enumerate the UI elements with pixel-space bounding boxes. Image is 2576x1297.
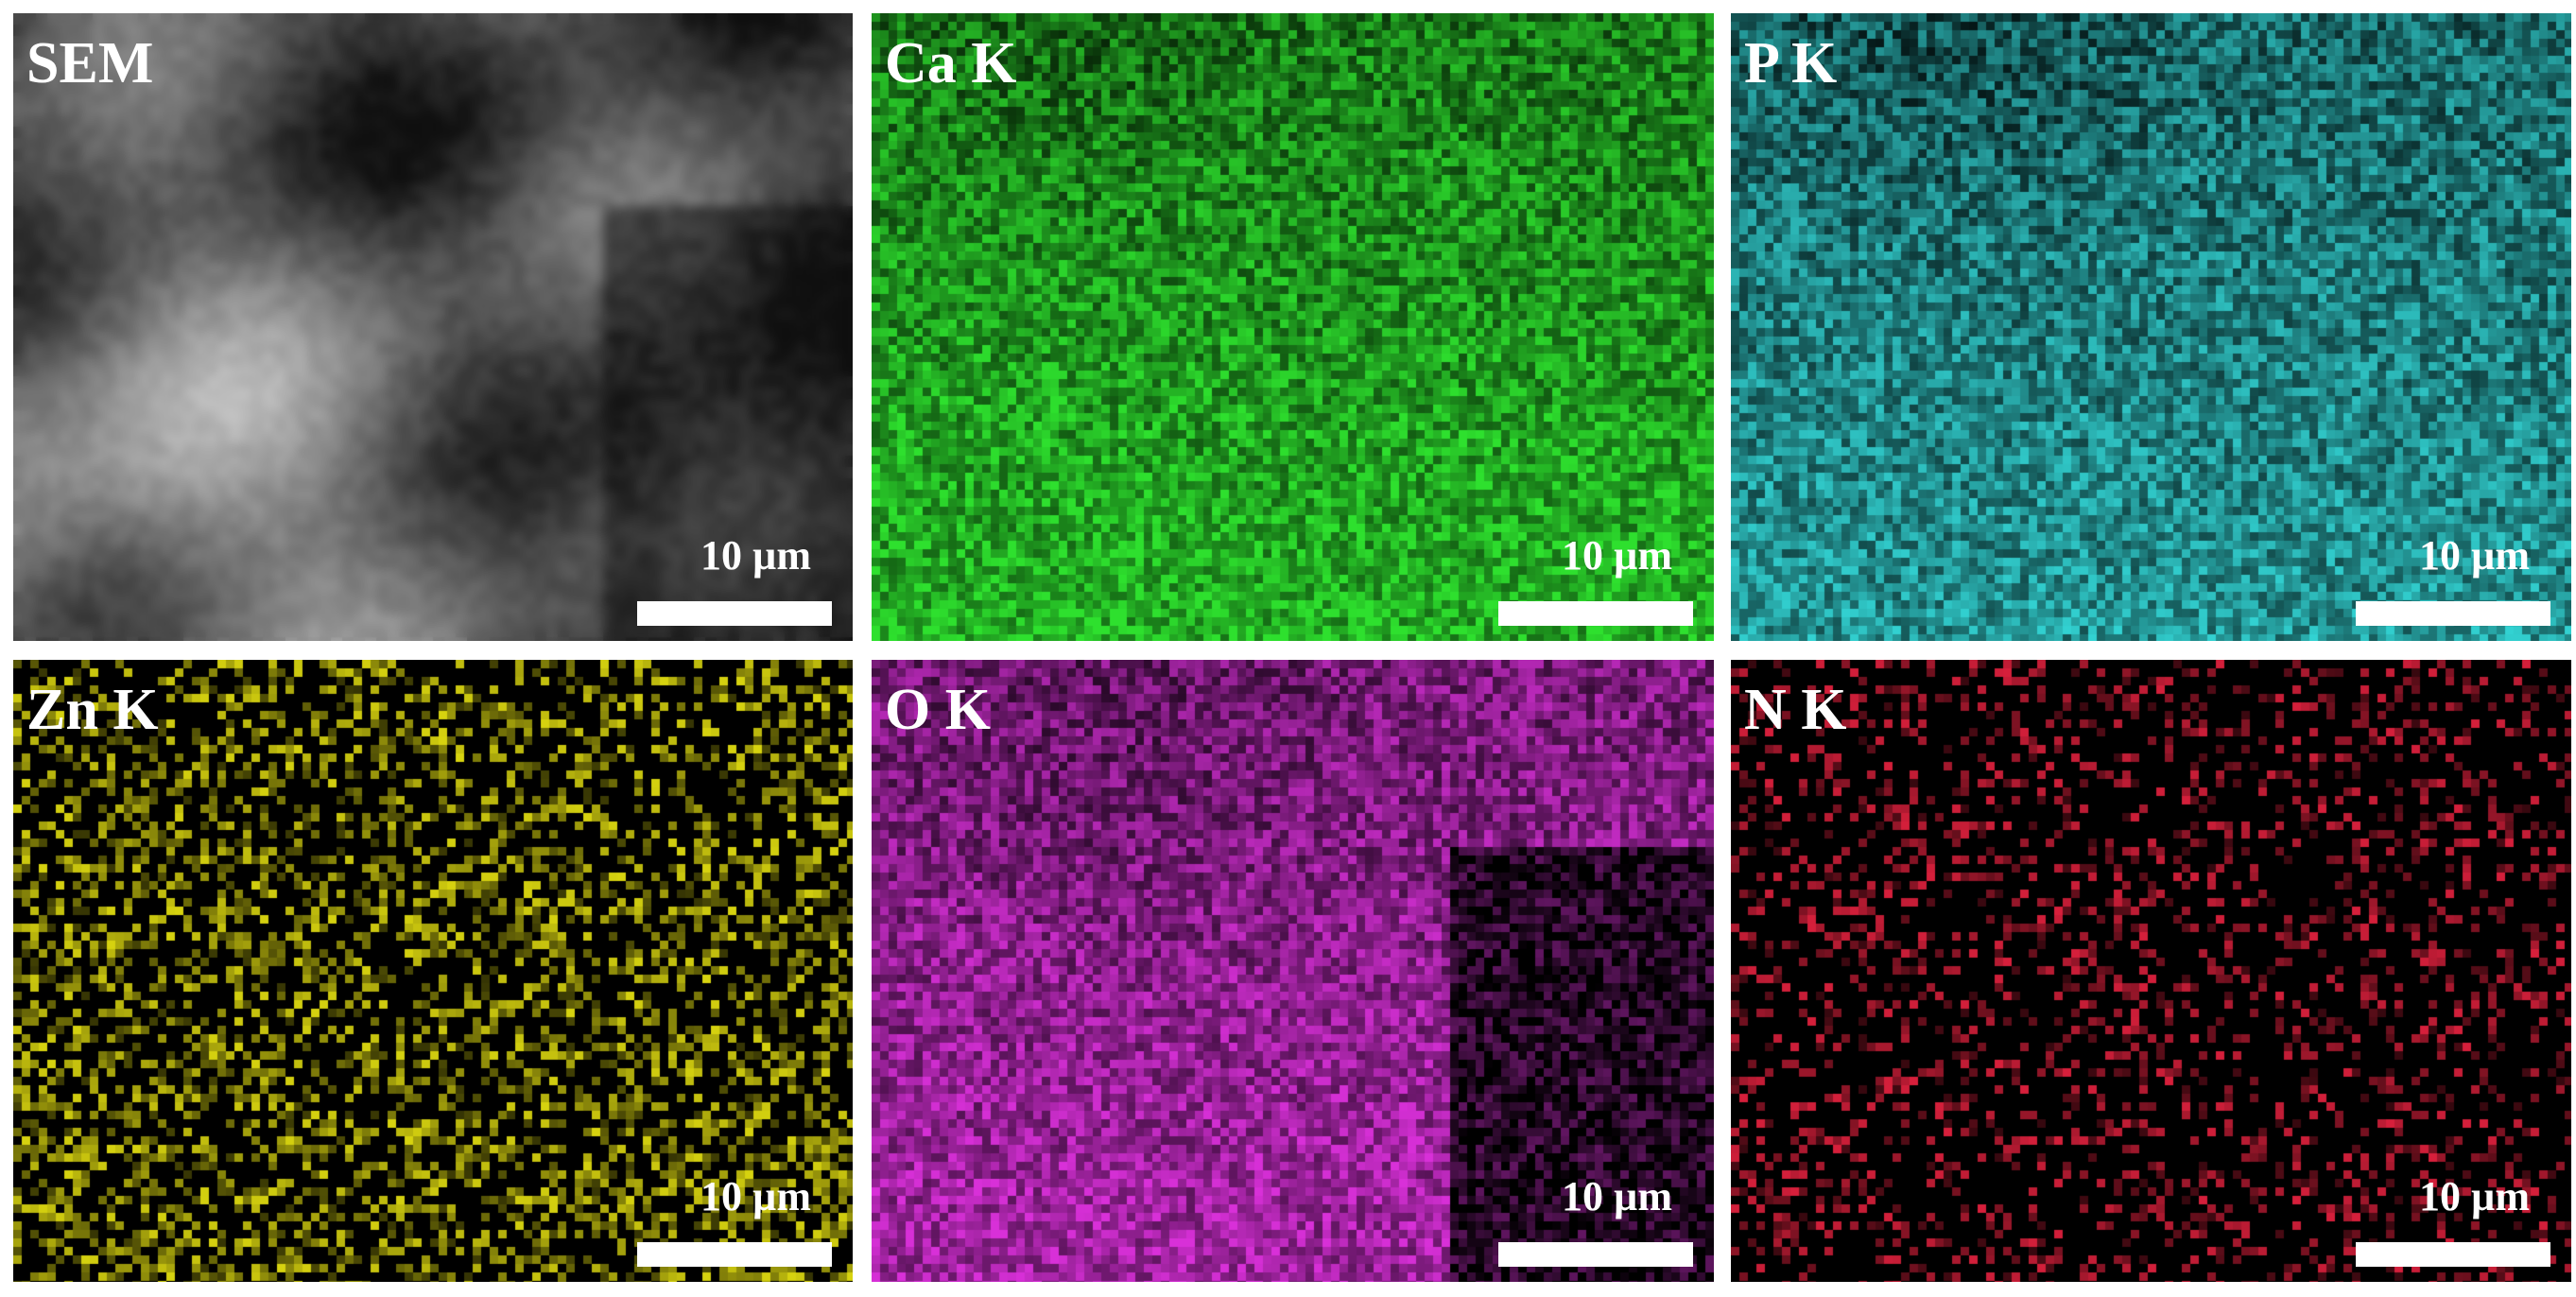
scale-bar-label: 10 µm <box>1561 1173 1672 1219</box>
panel-label: P K <box>1744 31 1838 95</box>
zn-map-image <box>13 660 853 1282</box>
panel-label: Ca K <box>885 31 1017 95</box>
scale-bar <box>1498 1242 1693 1267</box>
scale-bar-label: 10 µm <box>700 532 811 579</box>
sem-panel: SEM 10 µm <box>13 13 853 641</box>
scale-bar-label: 10 µm <box>2418 532 2530 579</box>
scale-bar <box>637 1242 832 1267</box>
n-map-panel: N K 10 µm <box>1731 660 2571 1282</box>
scale-bar <box>2356 1242 2550 1267</box>
zn-map-panel: Zn K 10 µm <box>13 660 853 1282</box>
p-map-panel: P K 10 µm <box>1731 13 2571 641</box>
ca-map-image <box>872 13 1714 641</box>
panel-label: Zn K <box>26 678 159 742</box>
scale-bar <box>2356 601 2550 626</box>
panel-label: O K <box>885 678 991 742</box>
sem-image <box>13 13 853 641</box>
scale-bar <box>637 601 832 626</box>
scale-bar-label: 10 µm <box>1561 532 1672 579</box>
ca-map-panel: Ca K 10 µm <box>872 13 1714 641</box>
o-map-image <box>872 660 1714 1282</box>
scale-bar <box>1498 601 1693 626</box>
panel-label: N K <box>1744 678 1847 742</box>
p-map-image <box>1731 13 2571 641</box>
scale-bar-label: 10 µm <box>700 1173 811 1219</box>
scale-bar-label: 10 µm <box>2418 1173 2530 1219</box>
o-map-panel: O K 10 µm <box>872 660 1714 1282</box>
n-map-image <box>1731 660 2571 1282</box>
panel-label: SEM <box>26 31 154 95</box>
